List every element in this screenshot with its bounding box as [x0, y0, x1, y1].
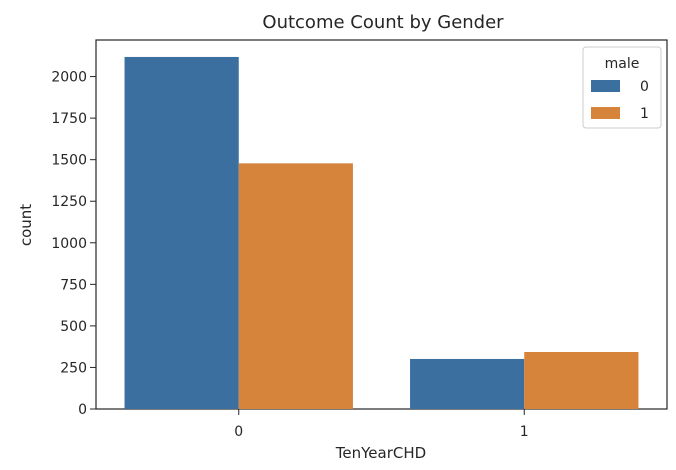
legend-items: 01 [591, 79, 649, 122]
x-axis-label: TenYearCHD [335, 444, 426, 462]
y-tick-label-0: 0 [78, 402, 87, 418]
bars-layer [124, 56, 639, 409]
y-tick-label-1250: 1250 [51, 194, 87, 210]
bar-category-1-series-0 [410, 358, 525, 409]
plot-frame [95, 39, 668, 410]
y-tick-label-250: 250 [60, 360, 87, 376]
y-tick-label-1000: 1000 [51, 236, 87, 252]
y-tick-label-500: 500 [60, 319, 87, 335]
chart-title: Outcome Count by Gender [262, 12, 504, 33]
x-tick-label-0: 0 [234, 424, 243, 440]
legend-label-1: 1 [640, 106, 649, 122]
bar-category-0-series-0 [124, 56, 239, 409]
y-axis-label: count [17, 204, 35, 246]
y-tick-label-2000: 2000 [51, 70, 87, 86]
legend: male 01 [582, 46, 662, 129]
legend-label-0: 0 [640, 79, 649, 95]
y-axis: 0 250 500 750 1000 1250 1500 1750 2000 [51, 70, 96, 418]
x-tick-label-1: 1 [520, 424, 529, 440]
legend-swatch-1 [591, 107, 620, 119]
y-tick-label-1500: 1500 [51, 153, 87, 169]
legend-title: male [605, 56, 640, 72]
y-tick-label-1750: 1750 [51, 111, 87, 127]
legend-swatch-0 [591, 80, 620, 92]
y-tick-label-750: 750 [60, 277, 87, 293]
bar-category-1-series-1 [524, 351, 639, 409]
bar-category-0-series-1 [238, 163, 353, 409]
